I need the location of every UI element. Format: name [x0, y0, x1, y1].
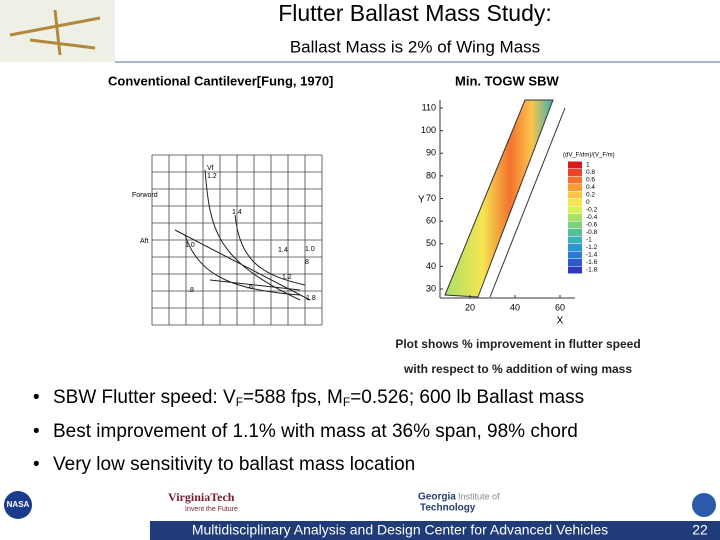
- legend-swatch: [568, 206, 582, 214]
- legend-label: -1.4: [586, 252, 598, 259]
- bullet-part: SBW Flutter speed: V: [53, 387, 236, 408]
- legend-swatch: [568, 184, 582, 191]
- y-tick-label: 60: [426, 216, 436, 226]
- bullet-list: • SBW Flutter speed: VF=588 fps, MF=0.52…: [33, 387, 584, 475]
- left-label: .8: [188, 287, 194, 294]
- legend-label: 0.2: [586, 192, 595, 199]
- legend-label: -0.6: [586, 222, 598, 229]
- x-axis-label: X: [557, 316, 564, 327]
- center-logo: [692, 493, 716, 517]
- y-axis-label: Y: [418, 195, 425, 206]
- left-label: 1.0: [305, 246, 315, 253]
- subtitle: Ballast Mass is 2% of Wing Mass: [290, 37, 540, 56]
- x-tick-label: 60: [555, 302, 565, 312]
- legend-swatch: [568, 191, 582, 199]
- title: Flutter Ballast Mass Study:: [278, 0, 552, 26]
- legend-title: (dV_F/dm)/(V_F/m): [563, 153, 615, 159]
- bullet-part: =0.526; 600 lb Ballast mass: [350, 387, 584, 408]
- legend-swatch: [568, 266, 582, 274]
- logo-text: Technology: [420, 503, 476, 514]
- left-label: 1.8: [306, 295, 316, 302]
- x-tick-label: 40: [510, 302, 520, 312]
- bullet: Best improvement of 1.1% with mass at 36…: [53, 421, 578, 442]
- footer-bar: [150, 521, 650, 540]
- caption: with respect to % addition of wing mass: [403, 362, 632, 376]
- legend-label: 1: [586, 162, 590, 169]
- legend-swatch: [568, 221, 582, 229]
- left-label: 1.2: [282, 274, 292, 281]
- footer-text: Multidisciplinary Analysis and Design Ce…: [192, 522, 608, 538]
- y-tick-label: 80: [426, 170, 436, 180]
- y-tick-label: 70: [426, 193, 436, 203]
- legend-swatch: [568, 229, 582, 236]
- legend-label: -0.4: [586, 214, 598, 221]
- legend-label: -0.8: [586, 229, 598, 236]
- bullet-dot: •: [33, 454, 40, 475]
- legend-swatch: [568, 199, 582, 206]
- y-tick-label: 90: [426, 148, 436, 158]
- legend-label: -0.2: [586, 207, 598, 214]
- y-tick-label: 40: [426, 261, 436, 271]
- left-curves: [174, 169, 311, 301]
- legend-swatch: [568, 214, 582, 221]
- left-label: 1.4: [278, 247, 288, 254]
- logo-text: NASA: [7, 500, 30, 509]
- logo-text: VirginiaTech: [168, 490, 235, 504]
- legend-swatch: [568, 236, 582, 244]
- left-label: 1.4: [232, 209, 242, 216]
- page-number: 22: [692, 522, 708, 538]
- legend-swatch: [568, 244, 582, 251]
- bullet: Very low sensitivity to ballast mass loc…: [53, 454, 415, 475]
- page-bar: [650, 521, 720, 540]
- legend-label: 0.4: [586, 184, 595, 191]
- legend-swatch: [568, 161, 582, 169]
- logo-text: Invent the Future: [185, 506, 238, 513]
- subscript: F: [236, 395, 243, 409]
- nasa-logo: [4, 491, 32, 519]
- legend-label: -1.2: [586, 244, 598, 251]
- legend-label: -1.8: [586, 267, 598, 274]
- legend-label: 0.6: [586, 177, 595, 184]
- subscript: F: [343, 395, 350, 409]
- bullet-dot: •: [33, 421, 40, 442]
- legend-swatch: [568, 176, 582, 184]
- contour-plot: [444, 99, 554, 298]
- left-label: .6: [247, 284, 253, 291]
- legend-label: 0.8: [586, 169, 595, 176]
- left-label: Vf: [207, 165, 214, 172]
- wing-edge: [489, 107, 566, 298]
- y-tick-label: 100: [421, 125, 436, 135]
- bullet: SBW Flutter speed: VF=588 fps, MF=0.526;…: [53, 387, 584, 409]
- x-tick-label: 20: [465, 302, 475, 312]
- legend-label: 0: [586, 199, 590, 206]
- left-label: Aft: [140, 238, 149, 245]
- logo-text: Institute of: [458, 491, 500, 501]
- y-tick-label: 50: [426, 238, 436, 248]
- logo-text: Georgia: [418, 492, 456, 503]
- left-label: 1.0: [185, 242, 195, 249]
- y-tick-label: 30: [426, 283, 436, 293]
- legend-label: -1.6: [586, 259, 598, 266]
- right-figure-title: Min. TOGW SBW: [455, 73, 559, 88]
- left-figure-title: Conventional Cantilever[Fung, 1970]: [108, 73, 333, 88]
- bullet-dot: •: [33, 387, 40, 408]
- left-label: 1.2: [207, 173, 217, 180]
- left-grid: [151, 154, 323, 326]
- legend-label: -1: [586, 237, 592, 244]
- aircraft-sketch: [9, 9, 101, 56]
- legend-swatch: [568, 259, 582, 266]
- left-label: Forword: [132, 192, 158, 199]
- legend-swatch: [568, 251, 582, 259]
- y-tick-label: 110: [422, 102, 436, 112]
- caption: Plot shows % improvement in flutter spee…: [395, 337, 640, 351]
- bullet-part: =588 fps, M: [243, 387, 343, 408]
- legend-swatch: [568, 169, 582, 176]
- left-label: 8: [305, 259, 309, 266]
